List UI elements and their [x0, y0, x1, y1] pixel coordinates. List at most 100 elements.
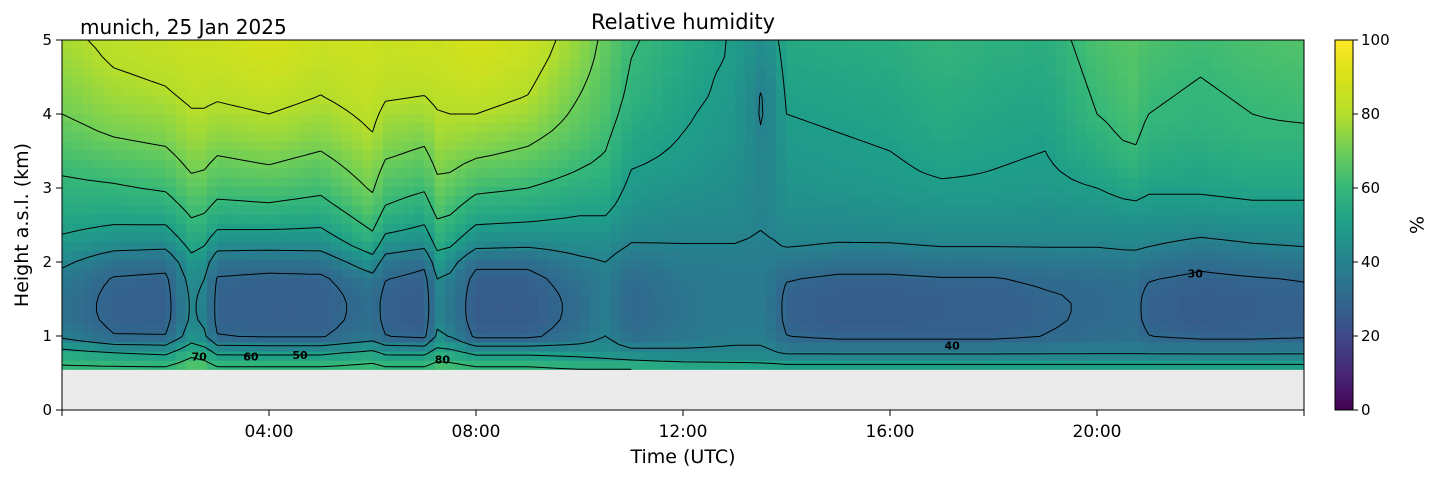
heatmap-cell [796, 222, 808, 233]
heatmap-cell [631, 186, 643, 197]
heatmap-cell [527, 177, 539, 187]
heatmap-cell [1210, 286, 1222, 297]
heatmap-cell [289, 323, 301, 334]
heatmap-cell [1024, 104, 1036, 114]
heatmap-cell [745, 40, 757, 50]
heatmap-cell [1159, 222, 1171, 233]
heatmap-cell [465, 76, 477, 87]
heatmap-cell [93, 140, 104, 151]
heatmap-cell [755, 76, 767, 87]
heatmap-cell [921, 49, 932, 59]
heatmap-cell [1252, 305, 1264, 316]
heatmap-cell [1045, 250, 1057, 261]
heatmap-cell [972, 49, 984, 59]
heatmap-cell [527, 195, 539, 206]
heatmap-cell [258, 360, 270, 370]
heatmap-cell [351, 149, 363, 160]
heatmap-cell [217, 341, 229, 352]
heatmap-cell [972, 149, 984, 160]
heatmap-cell [1200, 232, 1212, 242]
heatmap-cell [196, 58, 208, 69]
heatmap-cell [672, 222, 684, 233]
heatmap-cell [1045, 122, 1057, 133]
heatmap-cell [972, 195, 984, 206]
heatmap-cell [403, 149, 415, 160]
heatmap-cell [269, 49, 280, 59]
heatmap-cell [952, 351, 964, 361]
heatmap-cell [1272, 186, 1284, 197]
heatmap-cell [600, 213, 612, 224]
heatmap-cell [879, 195, 891, 206]
heatmap-cell [362, 58, 374, 69]
heatmap-cell [796, 168, 808, 178]
heatmap-cell [1179, 168, 1191, 178]
heatmap-cell [341, 58, 353, 69]
heatmap-cell [941, 360, 953, 370]
heatmap-cell [817, 40, 829, 50]
heatmap-cell [610, 76, 622, 87]
heatmap-cell [776, 113, 788, 123]
heatmap-cell [1169, 140, 1181, 151]
heatmap-cell [983, 49, 995, 59]
heatmap-cell [745, 168, 757, 178]
heatmap-cell [1107, 286, 1119, 297]
heatmap-cell [620, 149, 632, 160]
heatmap-cell [817, 131, 829, 142]
heatmap-cell [1169, 49, 1181, 59]
heatmap-cell [279, 222, 291, 233]
heatmap-cell [651, 149, 663, 160]
heatmap-cell [93, 149, 104, 160]
heatmap-cell [765, 341, 777, 352]
heatmap-cell [331, 49, 343, 59]
heatmap-cell [1128, 76, 1139, 87]
heatmap-cell [72, 58, 84, 69]
heatmap-cell [993, 131, 1005, 142]
heatmap-cell [962, 268, 974, 279]
heatmap-cell [651, 104, 663, 114]
heatmap-cell [1190, 323, 1202, 334]
heatmap-cell [1148, 131, 1160, 142]
heatmap-cell [879, 341, 891, 352]
heatmap-cell [1138, 360, 1150, 370]
heatmap-cell [82, 177, 94, 187]
heatmap-cell [620, 195, 632, 206]
heatmap-cell [196, 296, 208, 306]
heatmap-cell [569, 49, 581, 59]
heatmap-cell [206, 250, 218, 261]
heatmap-cell [1014, 259, 1026, 270]
heatmap-cell [869, 158, 881, 169]
heatmap-cell [1190, 67, 1202, 78]
heatmap-cell [714, 122, 725, 133]
heatmap-cell [1024, 177, 1036, 187]
heatmap-cell [1179, 67, 1191, 78]
heatmap-cell [434, 259, 446, 270]
heatmap-cell [579, 40, 591, 50]
heatmap-cell [921, 94, 932, 105]
heatmap-cell [569, 40, 581, 50]
heatmap-cell [993, 305, 1005, 316]
heatmap-cell [424, 296, 436, 306]
heatmap-cell [807, 286, 819, 297]
heatmap-cell [848, 40, 860, 50]
heatmap-cell [745, 305, 757, 316]
heatmap-cell [724, 305, 736, 316]
heatmap-cell [341, 277, 353, 288]
heatmap-cell [817, 268, 829, 279]
heatmap-cell [755, 40, 767, 50]
heatmap-cell [931, 85, 943, 96]
heatmap-cell [1231, 67, 1243, 78]
contour-line [62, 40, 1304, 370]
heatmap-cell [1283, 268, 1295, 279]
heatmap-cell [569, 158, 581, 169]
heatmap-cell [962, 222, 974, 233]
heatmap-cell [1241, 122, 1253, 133]
heatmap-cell [124, 305, 136, 316]
heatmap-cell [558, 296, 570, 306]
heatmap-cell [1241, 296, 1253, 306]
heatmap-cell [413, 131, 425, 142]
heatmap-cell [538, 341, 550, 352]
heatmap-cell [548, 113, 560, 123]
heatmap-cell [1024, 140, 1036, 151]
heatmap-cell [486, 341, 498, 352]
heatmap-cell [517, 250, 529, 261]
